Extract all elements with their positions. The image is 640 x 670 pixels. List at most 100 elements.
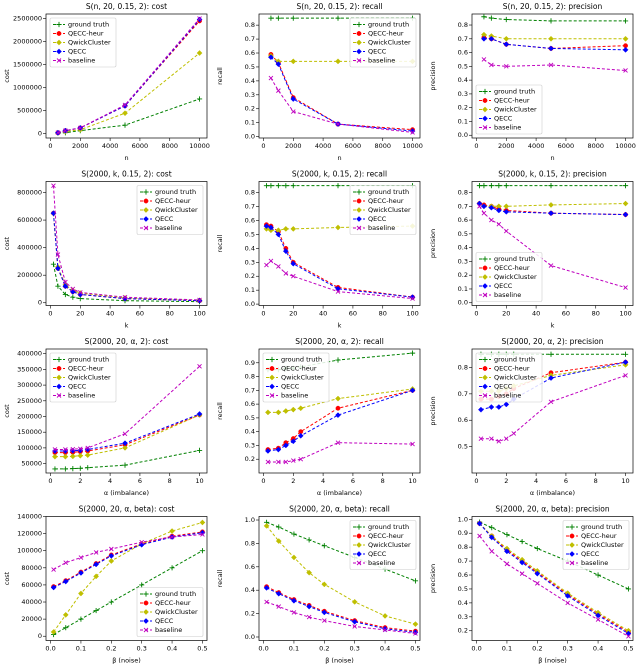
legend-label: QECC-heur <box>368 197 404 205</box>
data-point <box>335 183 341 189</box>
legend-label: baseline <box>494 124 521 132</box>
x-tick-label: 4000 <box>315 142 332 150</box>
x-tick-label: 0.0 <box>258 645 268 653</box>
y-tick-label: 140000 <box>17 513 42 521</box>
legend-marker <box>143 198 149 204</box>
data-point <box>77 446 83 452</box>
y-tick-label: 0.8 <box>245 189 255 197</box>
legend-label: QECC-heur <box>494 97 530 105</box>
data-point <box>55 252 61 257</box>
y-tick-label: 120000 <box>17 530 42 538</box>
data-point <box>93 607 99 614</box>
data-point <box>282 408 289 414</box>
y-tick-label: 0 <box>38 129 42 137</box>
data-point <box>290 458 296 463</box>
y-tick-label: 0.6 <box>458 571 468 579</box>
legend-marker <box>356 207 362 213</box>
legend-label: baseline <box>68 57 95 65</box>
x-tick-label: 4000 <box>102 142 119 150</box>
legend-label: QECC <box>155 617 174 625</box>
data-point <box>200 532 205 537</box>
y-tick-label: 0.1 <box>245 119 255 127</box>
y-tick-label: 0.3 <box>458 90 468 98</box>
x-tick-label: 60 <box>349 310 357 318</box>
x-tick-label: 40 <box>106 310 114 318</box>
data-point <box>77 452 84 459</box>
subplot-title: S(2000, 20, α, 2): precision <box>501 337 603 346</box>
x-tick-label: 2000 <box>498 142 515 150</box>
plot-frame <box>471 516 634 641</box>
legend: ground truthQECC-heurQwickClusterQECCbas… <box>349 17 417 68</box>
x-tick-label: 80 <box>592 310 600 318</box>
y-tick-label: 0.0 <box>458 131 468 139</box>
data-point <box>78 590 84 597</box>
data-point <box>196 50 203 56</box>
data-point <box>51 183 56 188</box>
legend-marker <box>143 591 149 597</box>
legend-marker <box>269 393 275 398</box>
legend-marker <box>56 374 62 381</box>
x-tick-label: 6 <box>564 477 568 485</box>
x-tick-label: 10 <box>621 477 629 485</box>
legend-label: QECC-heur <box>368 30 404 38</box>
data-point <box>62 291 68 298</box>
plot-frame <box>471 13 634 139</box>
data-point <box>275 183 281 189</box>
legend-box <box>49 17 117 68</box>
data-point <box>77 125 83 131</box>
data-point <box>488 404 495 410</box>
data-point <box>335 224 341 231</box>
data-point <box>70 294 76 300</box>
y-tick-label: 0.2 <box>458 104 468 112</box>
legend-label: ground truth <box>368 523 409 531</box>
data-point <box>548 399 554 405</box>
data-point <box>55 130 61 136</box>
series-line <box>54 414 200 454</box>
x-tick-label: 8000 <box>374 142 391 150</box>
legend-box <box>262 352 330 403</box>
data-point <box>276 264 281 269</box>
y-tick-label: 80000 <box>21 564 42 572</box>
legend: ground truthQECC-heurQwickClusterQECCbas… <box>49 17 117 68</box>
subplot-title: S(n, 20, 0.15, 2): precision <box>503 2 603 11</box>
y-tick-label: 0.5 <box>458 230 468 238</box>
legend-marker <box>269 374 275 381</box>
data-point <box>352 624 358 629</box>
data-point <box>503 203 510 210</box>
data-point <box>291 597 297 604</box>
data-point <box>335 395 341 402</box>
series-line <box>270 55 413 62</box>
legend-marker <box>482 383 488 390</box>
x-tick-label: 2000 <box>285 142 302 150</box>
y-tick-label: 2500000 <box>13 15 42 23</box>
data-point <box>595 612 601 619</box>
legend-label: ground truth <box>155 590 196 598</box>
data-point <box>69 447 76 454</box>
y-tick-label: 0.4 <box>245 77 255 85</box>
y-tick-label: 0.1 <box>458 117 468 125</box>
data-point <box>275 61 282 68</box>
series-line <box>267 442 413 463</box>
y-tick-label: 600000 <box>17 216 42 224</box>
plot-frame <box>258 13 421 139</box>
data-point <box>412 578 419 584</box>
data-point <box>51 567 56 572</box>
data-point <box>335 412 341 419</box>
data-point <box>548 62 554 68</box>
x-tick-label: 0.3 <box>350 645 360 653</box>
x-tick-label: 4 <box>534 477 538 485</box>
legend-marker <box>569 533 575 539</box>
data-point <box>495 207 502 214</box>
data-point <box>78 570 84 576</box>
legend-marker <box>482 256 488 262</box>
series-line <box>53 531 203 588</box>
y-tick-label: 1.0 <box>245 516 255 524</box>
x-tick-label: 10000 <box>615 142 636 150</box>
x-axis-label: α (imbalance) <box>530 489 575 497</box>
x-tick-label: 0 <box>474 477 478 485</box>
subplot: S(2000, 20, α, beta): precision β (noise)… <box>429 505 634 665</box>
data-point <box>496 183 502 189</box>
legend: ground truthQECC-heurQwickClusterQECCbas… <box>136 587 204 637</box>
data-point <box>290 260 297 267</box>
y-tick-label: 0.3 <box>245 91 255 99</box>
